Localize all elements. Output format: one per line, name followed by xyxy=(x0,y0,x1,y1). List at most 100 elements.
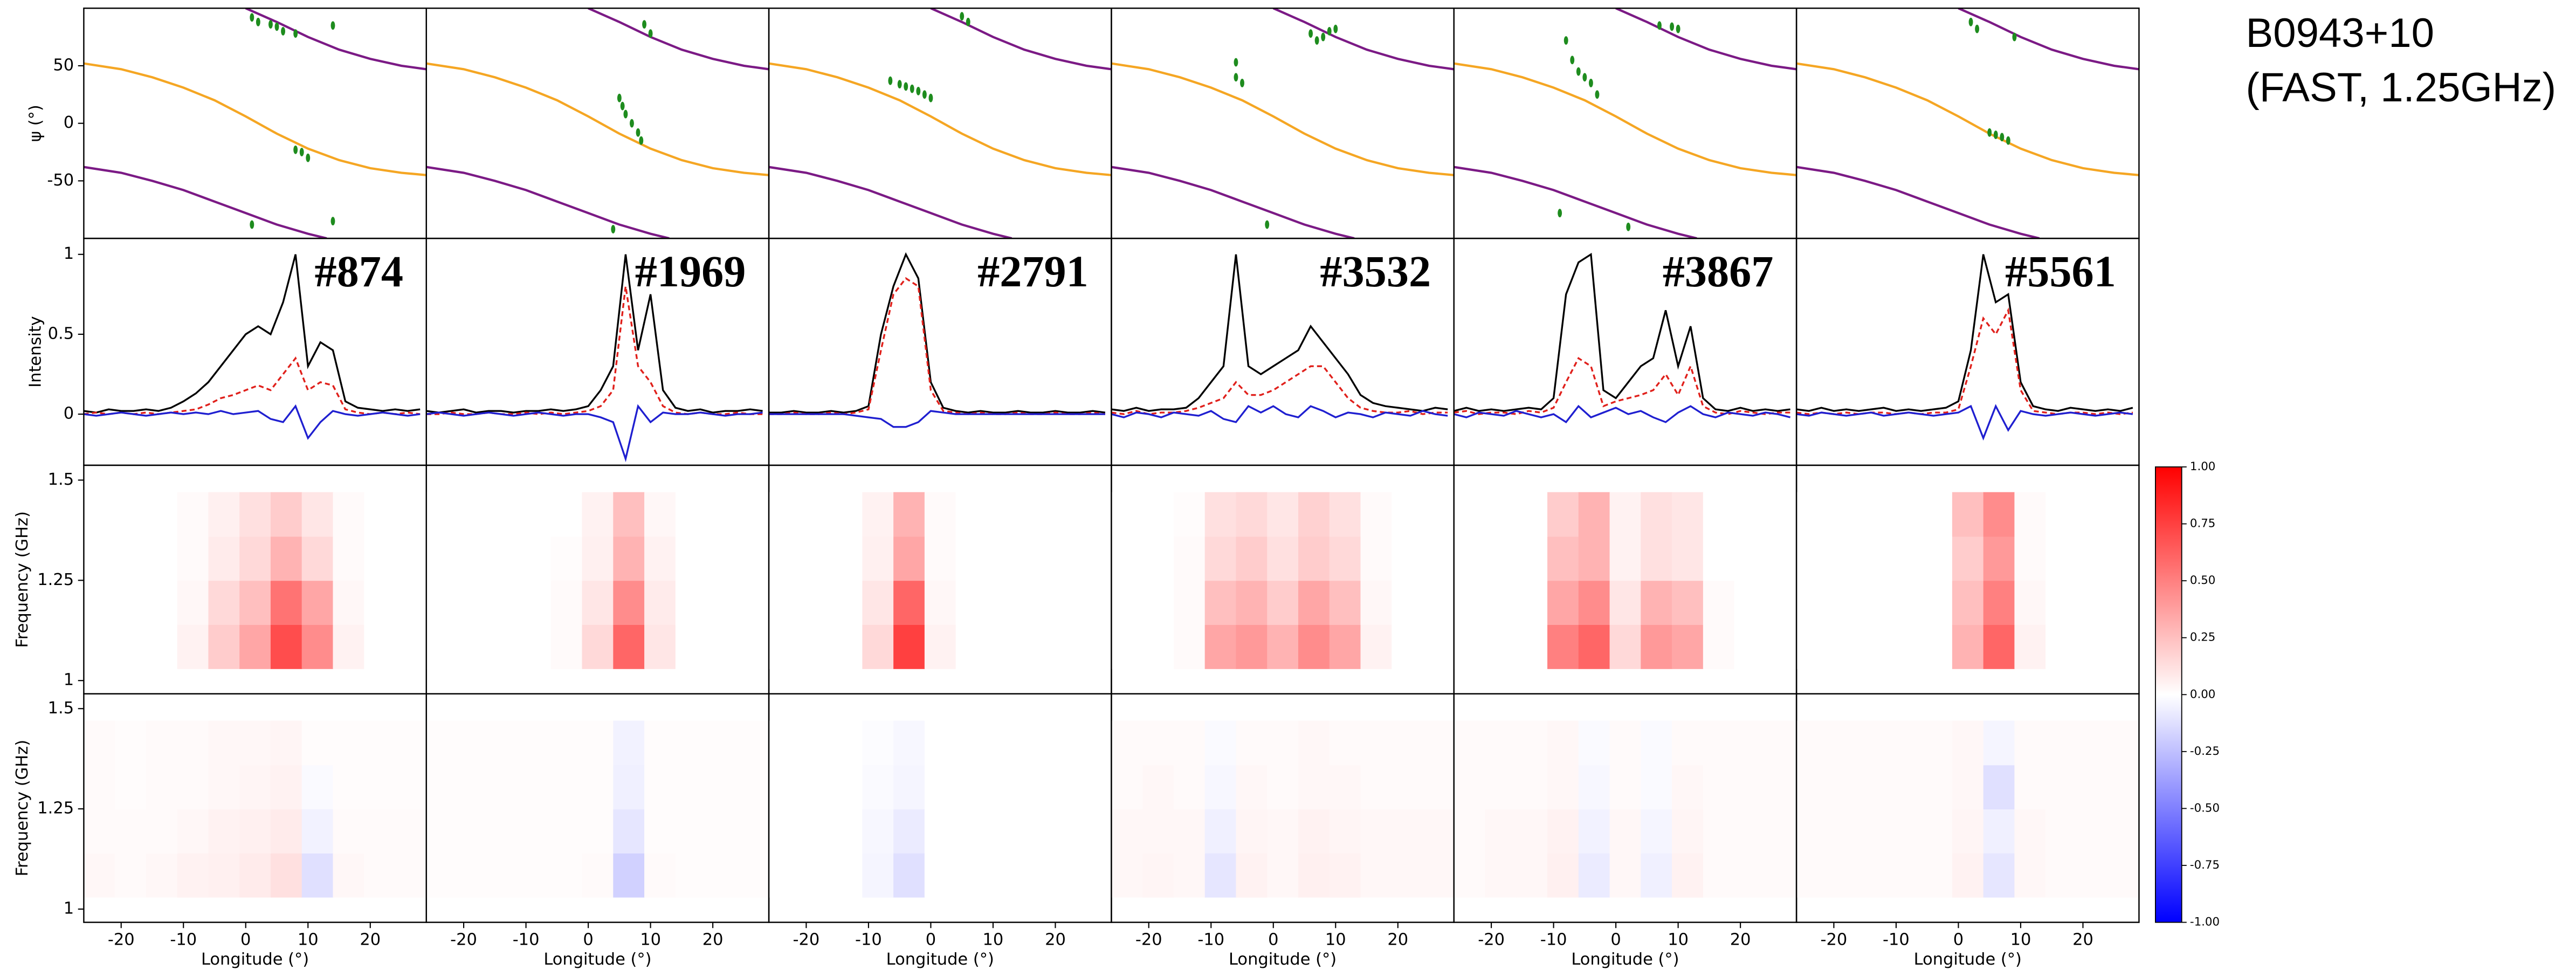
heat-cell xyxy=(488,536,520,581)
heat-cell xyxy=(1672,720,1704,766)
heat-cell xyxy=(1983,624,2015,669)
heat-cell xyxy=(893,852,925,898)
heat-cell xyxy=(1578,765,1610,810)
heat-cell xyxy=(1578,809,1610,854)
heat-cell xyxy=(239,536,271,581)
heat-cell xyxy=(1454,624,1486,669)
heat-cell xyxy=(1454,536,1486,581)
heat-cell xyxy=(1142,720,1174,766)
heat-cell xyxy=(270,580,302,625)
heat-cell xyxy=(582,720,614,766)
profile-line xyxy=(84,254,421,414)
heat-cell xyxy=(1952,624,1984,669)
heat-cell xyxy=(1641,624,1672,669)
heat-cell xyxy=(1734,720,1766,766)
heat-cell xyxy=(1547,765,1579,810)
heat-cell xyxy=(1547,580,1579,625)
heat-cell xyxy=(426,809,458,854)
heat-cell xyxy=(955,852,988,898)
heat-cell xyxy=(333,580,365,625)
x-tick-label: -10 xyxy=(1540,931,1567,950)
x-tick-label: -20 xyxy=(450,931,477,950)
colorbar xyxy=(2155,466,2182,923)
heat-cell xyxy=(146,536,178,581)
heat-cell xyxy=(1080,765,1112,810)
panel xyxy=(1111,720,1454,898)
heat-cell xyxy=(1049,536,1081,581)
colorbar-tick-label: -1.00 xyxy=(2190,916,2220,929)
heat-cell xyxy=(1360,809,1393,854)
pa-point xyxy=(1657,21,1662,30)
heat-cell xyxy=(1485,492,1517,537)
heat-cell xyxy=(769,852,801,898)
heat-cell xyxy=(675,720,707,766)
colorbar-tick-label: 0.00 xyxy=(2190,687,2215,701)
heat-cell xyxy=(457,765,490,810)
heat-cell xyxy=(84,720,116,766)
heat-cell xyxy=(1049,809,1081,854)
heat-cell xyxy=(1578,852,1610,898)
heat-cell xyxy=(488,765,520,810)
heat-cell xyxy=(301,580,334,625)
y-tick-label: 1.5 xyxy=(48,699,74,718)
heat-cell xyxy=(1703,809,1735,854)
heat-cell xyxy=(1018,765,1050,810)
pa-point xyxy=(1576,67,1581,76)
heat-cell xyxy=(644,536,676,581)
heat-cell xyxy=(893,580,925,625)
pa-point xyxy=(1975,24,1980,33)
pa-point xyxy=(306,153,311,162)
heat-cell xyxy=(208,624,240,669)
heat-cell xyxy=(1267,765,1299,810)
heat-cell xyxy=(426,580,458,625)
heat-cell xyxy=(1983,536,2015,581)
heat-cell xyxy=(1547,720,1579,766)
panel xyxy=(769,492,1112,669)
panel xyxy=(426,254,763,463)
heat-cell xyxy=(177,624,209,669)
heat-cell xyxy=(395,624,426,669)
figure-label: B0943+10 xyxy=(2246,10,2434,56)
heat-cell xyxy=(831,492,863,537)
heat-cell xyxy=(1921,720,1953,766)
heat-cell xyxy=(177,580,209,625)
heat-cell xyxy=(1890,624,1922,669)
heat-cell xyxy=(426,492,458,537)
heat-cell xyxy=(862,580,894,625)
heat-cell xyxy=(2076,536,2109,581)
heat-cell xyxy=(706,624,739,669)
profile-line xyxy=(84,356,421,415)
heat-cell xyxy=(831,720,863,766)
heat-cell xyxy=(364,809,396,854)
heat-cell xyxy=(1236,765,1268,810)
heat-cell xyxy=(239,720,271,766)
heat-cell xyxy=(457,852,490,898)
heat-cell xyxy=(2014,852,2047,898)
heat-cell xyxy=(2014,809,2047,854)
heat-cell xyxy=(1796,765,1828,810)
heat-cell xyxy=(800,852,832,898)
heat-cell xyxy=(520,765,552,810)
heat-cell xyxy=(1765,580,1797,625)
profile-line xyxy=(769,410,1105,428)
heat-cell xyxy=(613,536,645,581)
heat-cell xyxy=(426,624,458,669)
heat-cell xyxy=(270,536,302,581)
heat-cell xyxy=(987,624,1019,669)
heat-cell xyxy=(1111,624,1144,669)
colorbar-tick-label: 0.75 xyxy=(2190,517,2215,531)
heat-cell xyxy=(364,852,396,898)
heat-cell xyxy=(582,809,614,854)
heat-cell xyxy=(1360,624,1393,669)
heat-cell xyxy=(1641,809,1672,854)
panel xyxy=(1796,720,2139,898)
heat-cell xyxy=(520,852,552,898)
heat-cell xyxy=(1703,720,1735,766)
heat-cell xyxy=(800,536,832,581)
heat-cell xyxy=(987,720,1019,766)
heat-cell xyxy=(1672,852,1704,898)
heat-cell xyxy=(1173,809,1206,854)
pa-point xyxy=(1987,128,1992,137)
heat-cell xyxy=(1392,720,1423,766)
heat-cell xyxy=(1890,765,1922,810)
